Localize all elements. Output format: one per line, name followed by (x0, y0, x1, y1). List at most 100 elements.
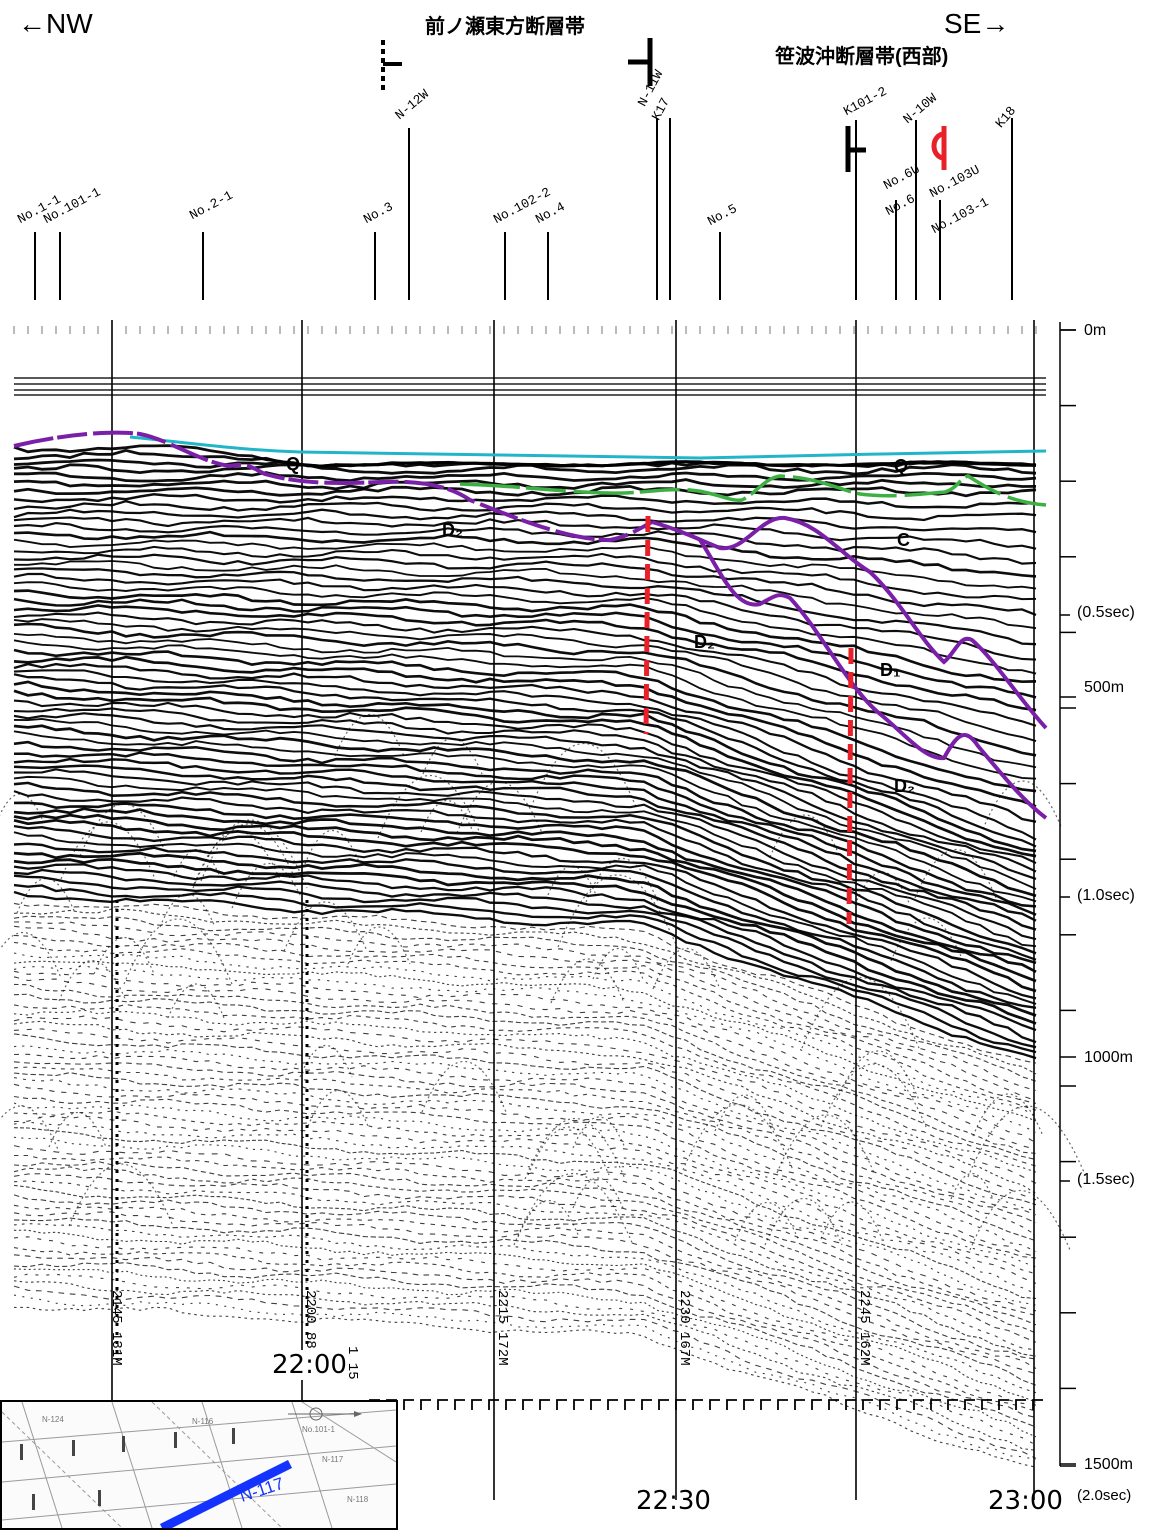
diffraction (334, 713, 405, 757)
reflection-line (13, 1223, 1037, 1394)
depth-label-1.5sec: (1.5sec) (1077, 1171, 1135, 1188)
reflection-line (13, 589, 1037, 684)
diffraction (173, 848, 221, 878)
reflection-line (13, 1229, 1037, 1403)
fault-zone-1-label: 前ノ瀬東方断層帯 (425, 16, 585, 38)
reflection-line (13, 824, 1037, 1000)
diffraction (914, 849, 997, 899)
reflection-line (13, 941, 1037, 1111)
depth-label-2.0sec: (2.0sec) (1077, 1487, 1132, 1504)
bottom-tick (930, 1399, 941, 1410)
reflection-line (13, 1110, 1037, 1275)
unit-label-d2: D₂ (894, 776, 915, 796)
horizon-green (459, 474, 1047, 507)
diffraction (0, 1105, 60, 1153)
depth-label-1.0sec: (1.0sec) (1077, 887, 1135, 904)
reflection-line (13, 680, 1037, 853)
reflection-line (13, 921, 1037, 1092)
record-label: 2245 162M (856, 1290, 872, 1366)
bottom-tick (862, 1399, 873, 1410)
bottom-tick (556, 1399, 567, 1410)
bottom-tick (1032, 1399, 1043, 1410)
bottom-tick (743, 1399, 754, 1410)
reflection-line (13, 1254, 1037, 1419)
diffraction (969, 1190, 1071, 1251)
bottom-tick (879, 1399, 890, 1410)
diffraction (347, 926, 411, 965)
reflection-line (13, 1173, 1037, 1343)
diffraction (557, 874, 678, 948)
svg-text:N-124: N-124 (42, 1415, 64, 1424)
reflection-line (13, 1247, 1037, 1412)
bottom-tick (726, 1399, 737, 1410)
reflection-line (13, 1061, 1037, 1224)
reflection-line (13, 611, 1037, 727)
diffraction (422, 737, 483, 775)
reflection-line (13, 818, 1037, 993)
location-map-inset: N-124 N-116 N-117 N-118 No.101-1 N-117 (0, 1400, 398, 1530)
reflection-line (13, 1077, 1037, 1253)
diffraction (714, 1094, 776, 1132)
reflection-line (13, 622, 1037, 757)
diffraction (513, 1172, 634, 1246)
bottom-tick (913, 1399, 924, 1410)
reflection-line (13, 1285, 1037, 1459)
bottom-tick (845, 1399, 856, 1410)
reflection-line (13, 976, 1037, 1150)
reflection-line (13, 831, 1037, 1005)
bottom-tick (641, 1399, 652, 1410)
reflection-line (13, 1280, 1037, 1451)
reflection-line (13, 908, 1037, 1075)
reflection-line (13, 1102, 1037, 1268)
bottom-tick (624, 1399, 635, 1410)
reflection-line (13, 1115, 1037, 1284)
reflection-line (13, 478, 1037, 491)
reflection-line (13, 500, 1037, 522)
reflection-line (13, 1015, 1037, 1184)
reflection-line (13, 915, 1037, 1082)
diffraction (836, 1050, 920, 1101)
reflection-line (14, 471, 1037, 483)
fault-symbol-red-arc (931, 131, 945, 161)
reflection-line (13, 757, 1037, 922)
reflection-line (13, 775, 1037, 948)
depth-label-1500m: 1500m (1084, 1456, 1133, 1473)
diffraction (159, 893, 216, 928)
bottom-tick (709, 1399, 720, 1410)
diffraction (982, 780, 1063, 830)
reflection-line (13, 597, 1037, 699)
reflection-line (13, 669, 1037, 841)
diffraction (572, 1177, 624, 1209)
reflection-line (13, 1273, 1037, 1446)
reflection-line (13, 768, 1037, 941)
reflection-line (13, 1121, 1037, 1295)
reflection-line (13, 1262, 1037, 1428)
unit-label-q: Q (894, 456, 909, 476)
svg-text:N-116: N-116 (192, 1417, 214, 1426)
bottom-tick (573, 1399, 584, 1410)
reflection-line (13, 934, 1037, 1104)
horizon-purple-lower (698, 538, 1048, 820)
reflection-line (13, 925, 1037, 1102)
reflection-line (13, 813, 1037, 983)
reflection-line (13, 717, 1037, 890)
record-label: 2230 167M (676, 1290, 692, 1366)
diffraction (93, 936, 155, 975)
reflection-line (13, 545, 1037, 601)
reflection-line (13, 1184, 1037, 1357)
reflection-line (13, 1268, 1037, 1438)
bottom-tick (454, 1399, 465, 1410)
diffraction (967, 1105, 1087, 1178)
bottom-tick (794, 1399, 805, 1410)
diffraction (682, 1103, 794, 1171)
time-label: 22:30 (636, 1486, 711, 1516)
unit-label-d1: D₁ (880, 660, 901, 680)
reflection-line (13, 902, 1037, 1064)
bottom-tick (658, 1399, 669, 1410)
diffraction (801, 976, 920, 1049)
reflection-line (13, 790, 1037, 961)
diffraction (167, 983, 225, 1019)
diffraction (820, 1201, 883, 1240)
reflection-line (13, 740, 1037, 908)
